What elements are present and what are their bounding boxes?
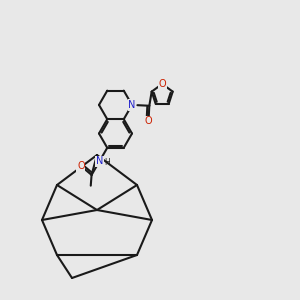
Text: N: N — [96, 156, 103, 167]
Text: O: O — [158, 79, 166, 89]
Text: N: N — [128, 100, 136, 110]
Text: H: H — [104, 158, 110, 167]
Text: O: O — [77, 161, 85, 171]
Text: O: O — [145, 116, 152, 126]
